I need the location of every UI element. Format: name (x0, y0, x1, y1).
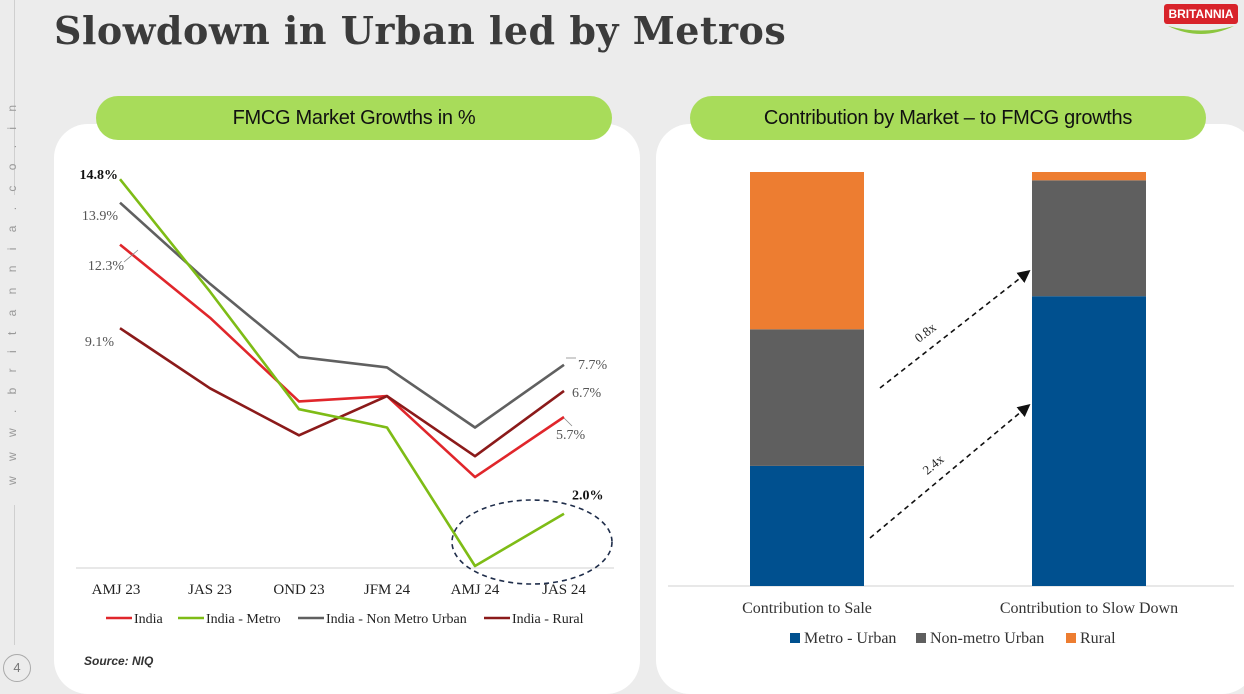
legend-item-india-rural: India - Rural (484, 612, 584, 627)
website-text: w w w . b r i t a n n i a . c o . i n (5, 98, 19, 485)
logo-swoosh-icon (1168, 26, 1234, 34)
legend-swatch (916, 633, 926, 643)
source-note: Source: NIQ (84, 654, 154, 668)
category-label: Contribution to Sale (742, 600, 872, 617)
legend-item-non-metro-urban: Non-metro Urban (916, 630, 1044, 647)
slide-title: Slowdown in Urban led by Metros (54, 8, 787, 53)
line-chart: 12.3% 5.7% 14.8% 2.0% 13.9% 7.7% 9.1% 6.7% AMJ … (76, 168, 614, 627)
metro-highlight-ellipse (451, 499, 613, 585)
legend-item-india: India (106, 612, 164, 627)
label-leader-line (563, 417, 573, 427)
x-tick-label: JAS 24 (542, 582, 586, 598)
data-label-india-metro-0: 14.8% (80, 168, 119, 183)
britannia-logo: BRITANNIA (1164, 4, 1238, 38)
x-tick-label: AMJ 24 (451, 582, 500, 598)
data-label-india-non-metro-urban-0: 13.9% (82, 209, 119, 224)
annotation-label: 2.4x (920, 451, 947, 477)
x-tick-label: OND 23 (273, 582, 324, 598)
bar-chart: Contribution to Sale Contribution to Slow… (668, 172, 1234, 647)
legend-label: India - Metro (206, 612, 281, 627)
side-rule-top (14, 0, 15, 195)
data-label-india-5: 5.7% (556, 428, 586, 443)
legend-item-india-metro: India - Metro (178, 612, 281, 627)
annotation-arrow (869, 403, 1031, 539)
legend-label: Metro - Urban (804, 630, 896, 647)
bar-segment-metro-urban-1 (1032, 296, 1146, 586)
series-line-india-non-metro-urban (119, 201, 565, 429)
legend-item-metro-urban: Metro - Urban (790, 630, 896, 647)
data-label-india-rural-0: 9.1% (85, 335, 115, 350)
bar-segment-metro-urban-0 (750, 465, 864, 586)
legend-label: India - Non Metro Urban (326, 612, 467, 627)
legend-item-rural: Rural (1066, 630, 1116, 647)
annotation-arrow (879, 270, 1031, 389)
category-label: Contribution to Slow Down (1000, 600, 1178, 617)
line-chart-title: FMCG Market Growths in % (96, 96, 612, 140)
bar-segment-non-metro-urban-0 (750, 329, 864, 466)
bar-segment-rural-0 (750, 172, 864, 330)
x-tick-label: AMJ 23 (92, 582, 141, 598)
page-number: 4 (3, 654, 31, 682)
annotation-label: 0.8x (912, 319, 940, 345)
logo-wordmark: BRITANNIA (1164, 4, 1238, 24)
legend-label: Non-metro Urban (930, 630, 1044, 647)
side-rule-bottom (14, 505, 15, 645)
bar-segment-rural-1 (1032, 172, 1146, 181)
series-line-india-rural (119, 327, 565, 458)
x-tick-label: JAS 23 (188, 582, 232, 598)
x-tick-label: JFM 24 (364, 582, 411, 598)
legend-label: Rural (1080, 630, 1116, 647)
data-label-india-rural-5: 6.7% (572, 386, 602, 401)
legend-swatch (1066, 633, 1076, 643)
bar-segment-non-metro-urban-1 (1032, 180, 1146, 297)
data-label-india-non-metro-urban-5: 7.7% (578, 358, 608, 373)
series-line-india-metro (118, 178, 565, 568)
label-leader-line (123, 249, 139, 263)
data-label-india-metro-5: 2.0% (572, 489, 604, 504)
bar-chart-title: Contribution by Market – to FMCG growths (690, 96, 1206, 140)
legend-swatch (790, 633, 800, 643)
legend-label: India (134, 612, 164, 627)
data-label-india-0: 12.3% (88, 259, 125, 274)
legend-item-india-non-metro-urban: India - Non Metro Urban (298, 612, 467, 627)
legend-label: India - Rural (512, 612, 584, 627)
series-line-india (119, 243, 565, 479)
